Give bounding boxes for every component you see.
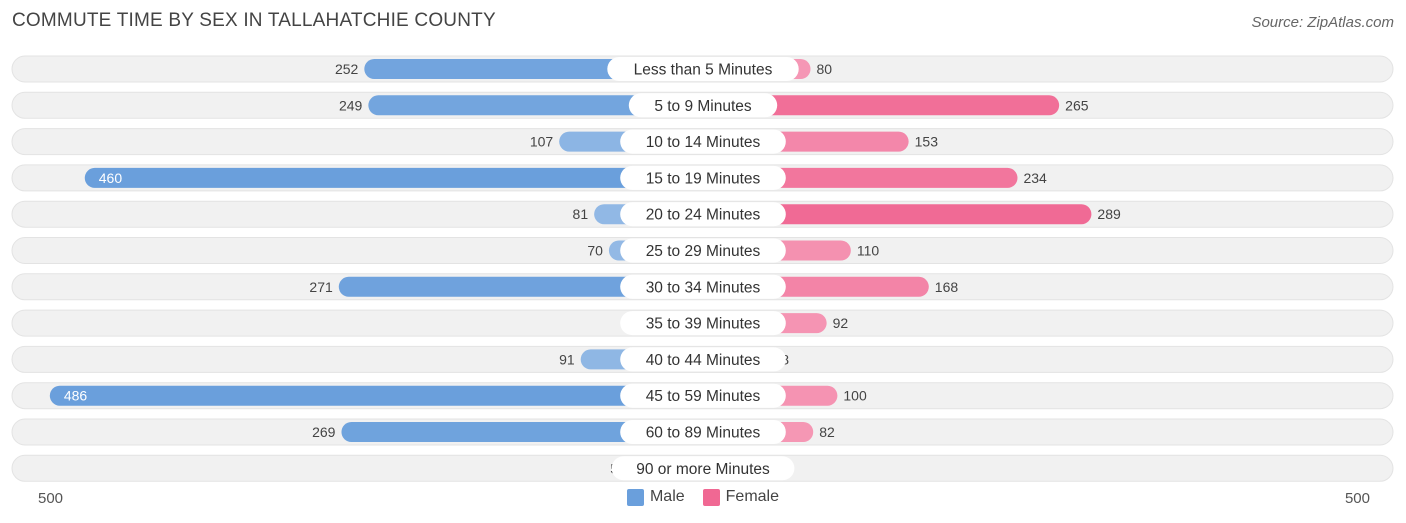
category-pill: [620, 311, 786, 336]
female-value-label: 153: [915, 134, 939, 150]
male-value-label: 107: [530, 134, 554, 150]
category-pill: [628, 93, 778, 118]
category-label: 10 to 14 Minutes: [646, 134, 761, 151]
category-label: 35 to 39 Minutes: [646, 316, 761, 333]
male-value-label: 249: [339, 97, 363, 113]
male-value-label: 269: [312, 424, 336, 440]
female-bar: [703, 204, 1092, 225]
male-value-label: 460: [99, 170, 123, 186]
female-value-label: 289: [1097, 206, 1121, 222]
category-pill: [620, 202, 786, 227]
source-label: Source: ZipAtlas.com: [1251, 14, 1394, 31]
category-pill: [607, 57, 799, 81]
axis-label-left: 500: [38, 490, 64, 507]
female-value-label: 234: [1023, 170, 1047, 186]
male-value-label: 486: [64, 388, 88, 404]
legend-item-male[interactable]: Male: [626, 488, 685, 506]
female-value-label: 110: [857, 243, 880, 259]
female-value-label: 92: [833, 315, 849, 331]
category-label: 90 or more Minutes: [636, 461, 770, 478]
category-label: Less than 5 Minutes: [634, 62, 773, 79]
male-bar: [338, 276, 703, 297]
category-label: 60 to 89 Minutes: [646, 425, 761, 442]
legend-label-female: Female: [725, 488, 780, 505]
chart-title: COMMUTE TIME BY SEX IN TALLAHATCHIE COUN…: [12, 10, 496, 31]
category-label: 45 to 59 Minutes: [646, 388, 761, 405]
category-pill: [620, 165, 786, 190]
legend-label-male: Male: [649, 488, 685, 505]
category-pill: [620, 274, 786, 299]
female-value-label: 82: [819, 424, 835, 440]
axis-label-right: 500: [1344, 490, 1370, 507]
category-pill: [620, 129, 786, 154]
category-label: 5 to 9 Minutes: [654, 98, 752, 115]
category-pill: [620, 347, 786, 372]
category-label: 30 to 34 Minutes: [646, 279, 761, 296]
female-value-label: 100: [843, 388, 867, 404]
category-pill: [620, 238, 786, 263]
legend: Male Female: [0, 488, 1406, 506]
category-label: 25 to 29 Minutes: [646, 243, 761, 260]
male-bar: [84, 167, 703, 188]
male-value-label: 70: [587, 243, 603, 259]
female-value-label: 168: [935, 279, 959, 295]
female-value-label: 80: [817, 61, 833, 77]
male-value-label: 81: [573, 206, 589, 222]
female-bar: [703, 95, 1060, 116]
male-bar: [341, 422, 703, 442]
male-bar: [49, 385, 704, 406]
category-label: 15 to 19 Minutes: [646, 170, 761, 187]
female-value-label: 265: [1065, 97, 1089, 113]
legend-item-female[interactable]: Female: [702, 488, 780, 506]
male-value-label: 252: [335, 61, 359, 77]
category-pill: [620, 383, 786, 408]
male-value-label: 271: [309, 279, 333, 295]
category-pill: [620, 420, 786, 444]
male-value-label: 91: [559, 351, 575, 367]
category-pill: [611, 456, 795, 481]
legend-swatch-female: [702, 488, 720, 506]
category-label: 40 to 44 Minutes: [646, 352, 761, 369]
category-label: 20 to 24 Minutes: [646, 207, 761, 224]
legend-swatch-male: [626, 488, 644, 506]
male-bar: [368, 95, 703, 116]
